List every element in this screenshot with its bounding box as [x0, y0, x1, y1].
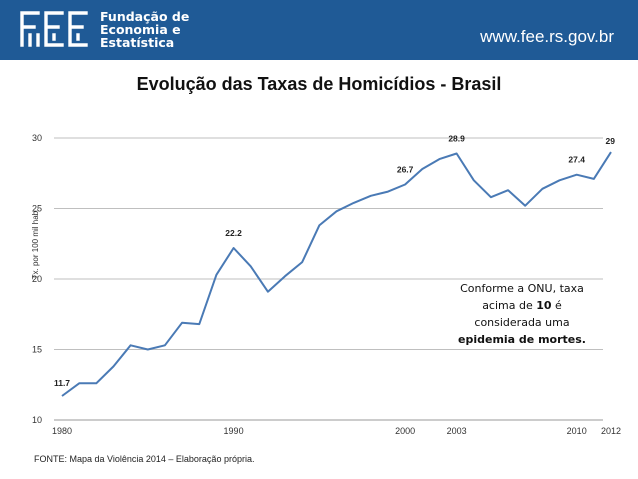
data-label: 22.2 [225, 228, 242, 238]
site-url[interactable]: www.fee.rs.gov.br [480, 27, 614, 46]
org-name-line3: Estatística [100, 35, 175, 50]
data-label: 29 [606, 136, 616, 146]
data-label: 28.9 [448, 134, 465, 144]
annotation-line2-prefix: acima de [482, 299, 537, 312]
y-tick-label: 30 [32, 133, 42, 143]
y-tick-label: 20 [32, 274, 42, 284]
fee-logo-icon [20, 11, 88, 47]
org-name: Fundação de Economia e Estatística [100, 10, 189, 49]
x-tick-label: 2000 [395, 426, 415, 436]
annotation-line4: epidemia de mortes. [447, 331, 597, 348]
series-line [61, 151, 612, 397]
x-tick-label: 1990 [224, 426, 244, 436]
annotation-line2-bold: 10 [536, 299, 552, 312]
annotation-line1: Conforme a ONU, taxa [460, 282, 584, 295]
org-name-line1: Fundação de [100, 9, 190, 24]
header-banner: Fundação de Economia e Estatística www.f… [0, 0, 638, 60]
y-axis-label: Tx. por 100 mil hab. [31, 209, 40, 280]
x-tick-label: 2003 [447, 426, 467, 436]
chart-title: Evolução das Taxas de Homicídios - Brasi… [136, 74, 502, 94]
org-name-line2: Economia e [100, 22, 181, 37]
y-tick-label: 15 [32, 345, 42, 355]
annotation-line3: considerada uma [474, 316, 570, 329]
data-label: 11.7 [54, 378, 70, 388]
y-tick-label: 10 [32, 415, 42, 425]
annotation-line2-suffix: é [551, 299, 562, 312]
annotation-line2: acima de 10 é [447, 297, 597, 314]
x-tick-label: 1980 [52, 426, 72, 436]
annotation-line4-bold: epidemia de mortes. [458, 333, 586, 346]
source-note: FONTE: Mapa da Violência 2014 – Elaboraç… [34, 454, 255, 464]
data-label: 26.7 [397, 165, 414, 175]
y-tick-label: 25 [32, 204, 42, 214]
x-tick-label: 2012 [601, 426, 621, 436]
data-label: 27.4 [568, 155, 585, 165]
x-tick-label: 2010 [567, 426, 587, 436]
onu-annotation: Conforme a ONU, taxa acima de 10 é consi… [447, 280, 597, 348]
